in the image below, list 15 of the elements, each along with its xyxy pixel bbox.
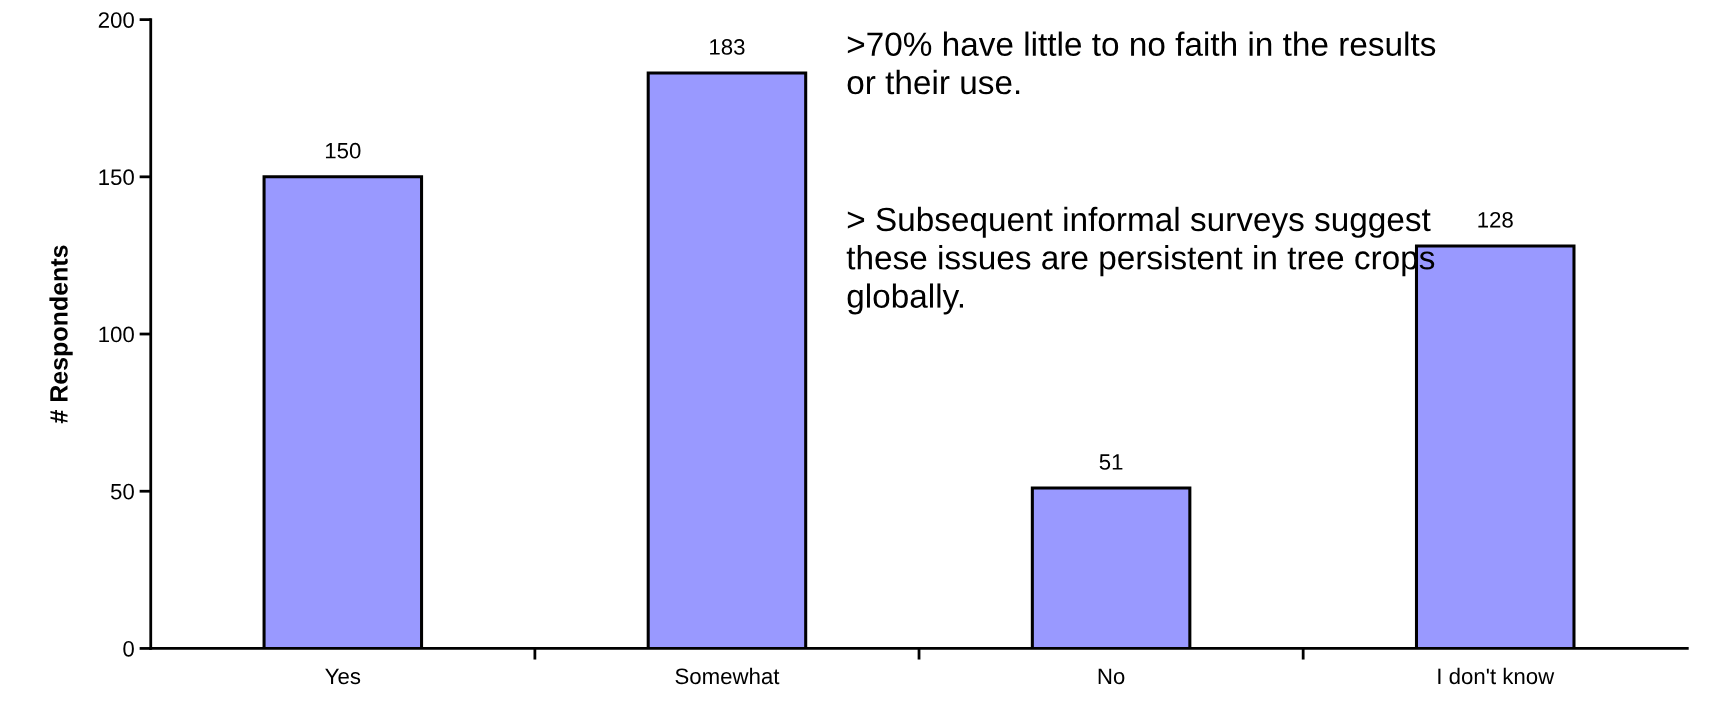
y-axis-title: # Respondents xyxy=(49,245,73,424)
x-tick-label: Somewhat xyxy=(675,667,780,685)
x-tick-label: No xyxy=(1098,668,1125,685)
y-tick-label: 0 xyxy=(123,640,134,657)
y-tick-label: 200 xyxy=(98,12,134,28)
data-label: 183 xyxy=(710,39,745,55)
annotation: >70% have little to no faith in the results or their use. xyxy=(847,31,1436,95)
data-label: 51 xyxy=(1099,454,1123,470)
y-tick-label: 50 xyxy=(110,483,134,500)
x-tick-label: I don't know xyxy=(1438,667,1555,685)
x-tick-label: Yes xyxy=(325,668,361,685)
y-tick-label: 100 xyxy=(99,326,134,343)
y-tick-label: 150 xyxy=(99,169,134,186)
data-label: 128 xyxy=(1478,211,1513,228)
data-label: 150 xyxy=(325,142,361,159)
